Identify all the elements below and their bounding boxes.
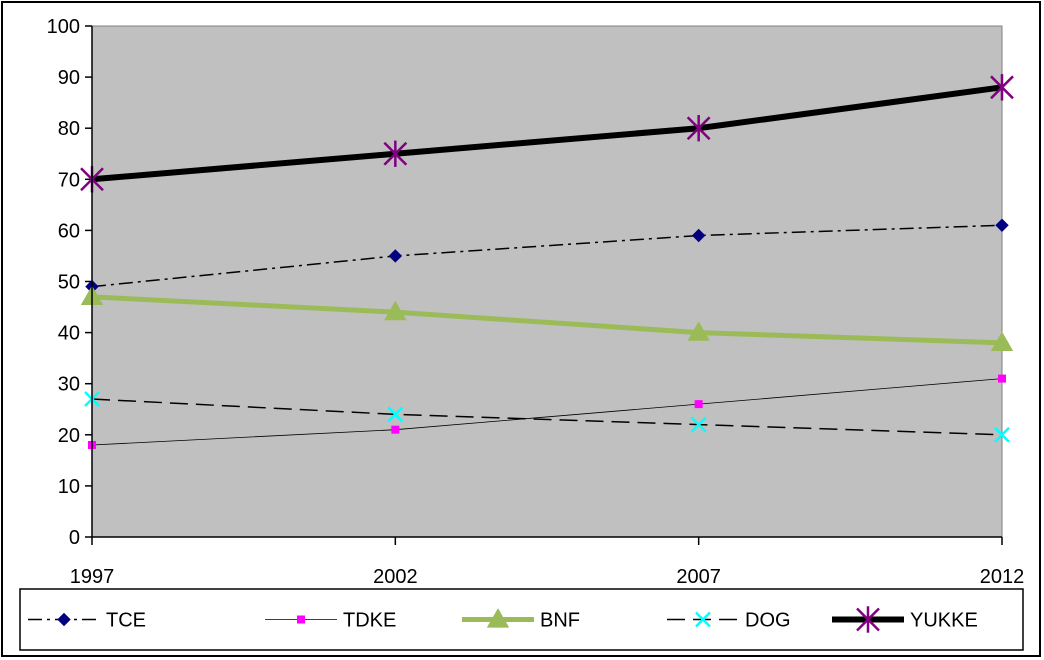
legend-item-dog: DOG: [667, 610, 791, 632]
data-point-yukke: [383, 140, 408, 167]
x-tick-label: 2012: [980, 566, 1025, 588]
legend-label: DOG: [745, 610, 791, 632]
y-tick-label: 30: [58, 374, 80, 396]
data-point-bnf: [687, 321, 710, 341]
series-line-tdke: [91, 378, 1003, 446]
series-line-tce: [91, 224, 1003, 288]
legend-item-tdke: TDKE: [265, 610, 396, 632]
series-lines: [91, 84, 1003, 446]
data-point-tdke: [694, 400, 703, 409]
legend-item-tce: TCE: [28, 610, 146, 632]
data-point-yukke: [990, 74, 1014, 101]
legend-label: BNF: [540, 610, 580, 632]
legend-item-bnf: BNF: [462, 608, 580, 632]
x-axis-ticks: 1997 2002 2007 2012: [70, 537, 1025, 588]
y-axis-ticks: 0 10 20 30 40 50 60 70 80 90 100: [47, 16, 92, 549]
series-line-bnf: [91, 294, 1003, 346]
legend-label: TDKE: [343, 610, 396, 632]
data-point-yukke: [686, 115, 711, 142]
x-tick-label: 2007: [676, 566, 721, 588]
data-point-tce: [388, 249, 403, 263]
y-tick-label: 100: [47, 16, 80, 38]
y-tick-label: 20: [58, 425, 80, 447]
y-tick-label: 60: [58, 220, 80, 242]
legend-swatch-marker: [486, 608, 510, 628]
y-tick-label: 90: [58, 67, 80, 89]
y-tick-label: 80: [58, 118, 80, 140]
y-tick-label: 40: [58, 323, 80, 345]
x-tick-label: 1997: [70, 566, 115, 588]
legend-swatch-marker: [695, 611, 711, 628]
legend-swatch-marker: [57, 612, 71, 627]
legend-label: TCE: [106, 610, 146, 632]
legend-items: TCE TDKE BNF DOG YUKKE: [28, 606, 978, 633]
x-tick-label: 2002: [373, 566, 418, 588]
data-point-tce: [691, 228, 706, 243]
data-point-dog: [387, 406, 404, 423]
series-markers: [80, 74, 1014, 450]
y-tick-label: 70: [58, 169, 80, 191]
y-tick-label: 0: [69, 527, 80, 549]
y-tick-label: 50: [58, 272, 80, 294]
data-point-dog: [994, 426, 1010, 443]
legend-swatch-marker: [297, 615, 305, 624]
legend-item-yukke: YUKKE: [832, 606, 978, 633]
series-line-dog: [91, 398, 1003, 436]
data-point-bnf: [990, 331, 1014, 351]
y-tick-label: 10: [58, 476, 80, 498]
legend-swatch-marker: [856, 606, 880, 633]
data-point-tdke: [391, 425, 400, 434]
data-point-tce: [995, 218, 1009, 232]
legend-label: YUKKE: [910, 610, 978, 632]
plot-area: [91, 25, 1003, 538]
data-point-bnf: [384, 300, 407, 321]
series-line-yukke: [91, 84, 1003, 183]
data-point-tdke: [998, 374, 1006, 383]
data-point-dog: [690, 416, 707, 433]
